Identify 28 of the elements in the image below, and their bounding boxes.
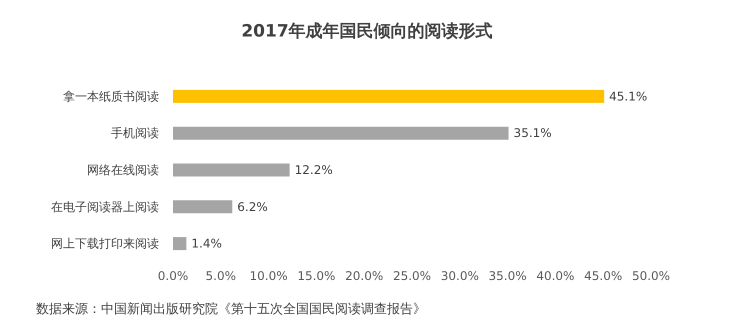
y-tick-label: 手机阅读 [111, 126, 159, 140]
y-tick-label: 拿一本纸质书阅读 [63, 89, 159, 104]
bar [173, 164, 290, 176]
data-label: 35.1% [514, 126, 552, 140]
x-tick-label: 5.0% [206, 269, 236, 283]
chart-title: 2017年成年国民倾向的阅读形式 [241, 22, 493, 42]
x-tick-label: 35.0% [488, 269, 527, 283]
x-tick-label: 15.0% [297, 269, 336, 283]
data-label: 12.2% [294, 163, 333, 177]
data-label: 1.4% [191, 236, 222, 251]
x-tick-label: 0.0% [158, 269, 188, 283]
y-tick-label: 网上下载打印来阅读 [51, 236, 159, 251]
x-tick-label: 20.0% [345, 269, 384, 283]
data-label: 45.1% [609, 89, 648, 104]
y-tick-label: 网络在线阅读 [87, 163, 159, 177]
x-tick-label: 30.0% [440, 269, 479, 283]
x-tick-label: 10.0% [250, 269, 288, 283]
source-note: 数据来源：中国新闻出版研究院《第十五次全国国民阅读调查报告》 [36, 302, 426, 317]
x-tick-label: 40.0% [536, 269, 574, 283]
bar [173, 237, 186, 250]
x-tick-label: 50.0% [632, 269, 670, 283]
data-label: 6.2% [237, 200, 268, 214]
bar [173, 200, 232, 214]
bar [173, 90, 604, 103]
bar [173, 126, 509, 140]
y-tick-label: 在电子阅读器上阅读 [51, 200, 159, 214]
x-tick-label: 45.0% [584, 269, 622, 283]
x-tick-label: 25.0% [392, 269, 432, 283]
